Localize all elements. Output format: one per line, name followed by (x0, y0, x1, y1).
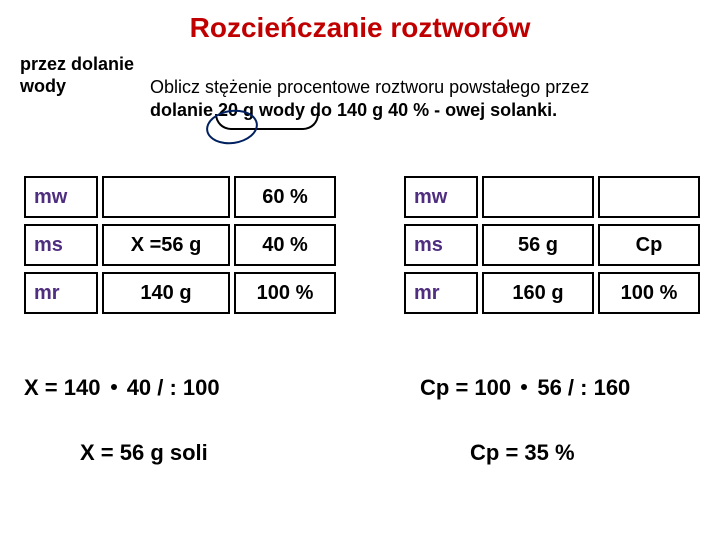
table-b-cell (598, 176, 700, 218)
table-row: mr 140 g 100 % (24, 272, 336, 314)
table-b-cell: 160 g (482, 272, 594, 314)
table-b-cell: 56 g (482, 224, 594, 266)
table-b: mw ms 56 g Cp mr 160 g 100 % (400, 170, 704, 320)
table-row: ms X =56 g 40 % (24, 224, 336, 266)
dot-icon (521, 384, 527, 390)
task-prefix: Oblicz stężenie procentowe roztworu pows… (150, 77, 589, 97)
table-row: mr 160 g 100 % (404, 272, 700, 314)
task-bold-2: 140 g 40 % - owej solanki. (337, 100, 557, 120)
table-b-cell: Cp (598, 224, 700, 266)
equation-a1: X = 140 40 / : 100 (24, 375, 220, 401)
table-b-label: mr (404, 272, 478, 314)
table-a-cell (102, 176, 230, 218)
equation-b2: Cp = 35 % (470, 440, 575, 466)
table-b-cell (482, 176, 594, 218)
task-bold-1: dolanie (150, 100, 218, 120)
subtitle-left-line2: wody (20, 76, 66, 96)
eq-a1-pre: X = 140 (24, 375, 107, 400)
table-a-label: ms (24, 224, 98, 266)
eq-b1-pre: Cp = 100 (420, 375, 517, 400)
equation-a2: X = 56 g soli (80, 440, 208, 466)
table-row: ms 56 g Cp (404, 224, 700, 266)
dot-icon (111, 384, 117, 390)
subtitle-left-line1: przez dolanie (20, 54, 134, 74)
table-a-cell: 100 % (234, 272, 336, 314)
table-a-label: mw (24, 176, 98, 218)
table-a-cell: 40 % (234, 224, 336, 266)
table-b-cell: 100 % (598, 272, 700, 314)
table-a-cell: X =56 g (102, 224, 230, 266)
table-b-label: mw (404, 176, 478, 218)
table-a-cell: 140 g (102, 272, 230, 314)
table-a: mw 60 % ms X =56 g 40 % mr 140 g 100 % (20, 170, 340, 320)
table-a-label: mr (24, 272, 98, 314)
table-row: mw 60 % (24, 176, 336, 218)
page-title: Rozcieńczanie roztworów (0, 12, 720, 44)
eq-a1-post: 40 / : 100 (121, 375, 220, 400)
eq-b1-post: 56 / : 160 (531, 375, 630, 400)
table-row: mw (404, 176, 700, 218)
subtitle-left: przez dolanie wody (20, 54, 134, 97)
table-a-cell: 60 % (234, 176, 336, 218)
table-b-label: ms (404, 224, 478, 266)
equation-b1: Cp = 100 56 / : 160 (420, 375, 630, 401)
